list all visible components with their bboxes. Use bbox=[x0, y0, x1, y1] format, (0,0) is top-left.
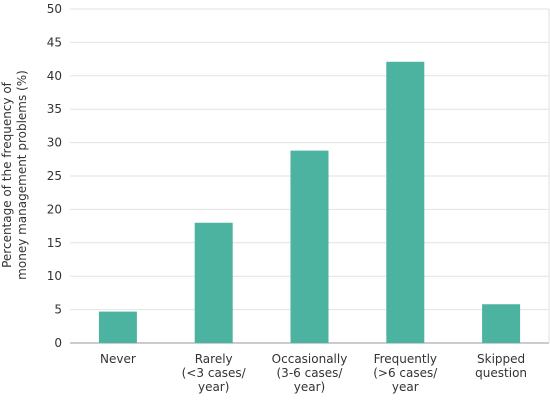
x-category-label: Occasionally bbox=[272, 352, 348, 366]
y-tick-label: 40 bbox=[47, 69, 62, 83]
y-tick-label: 10 bbox=[47, 269, 62, 283]
bar bbox=[386, 61, 425, 343]
y-tick-label: 5 bbox=[54, 303, 62, 317]
x-category-label: Skipped bbox=[477, 352, 525, 366]
bar bbox=[98, 311, 137, 343]
x-category-label: Frequently bbox=[374, 352, 437, 366]
y-tick-label: 50 bbox=[47, 2, 62, 16]
y-axis-title-line-1: Percentage of the frequency of bbox=[0, 81, 14, 268]
y-tick-labels: 0 5 10 15 20 25 30 35 40 45 50 bbox=[47, 2, 62, 350]
bar bbox=[290, 150, 329, 343]
x-category-label: (>6 cases/ bbox=[373, 366, 438, 380]
y-tick-label: 45 bbox=[47, 35, 62, 49]
y-tick-label: 25 bbox=[47, 169, 62, 183]
y-tick-label: 35 bbox=[47, 102, 62, 116]
category-labels: Never Rarely(<3 cases/year) Occasionally(3… bbox=[100, 352, 527, 394]
bar bbox=[482, 304, 521, 343]
bar bbox=[194, 222, 233, 343]
x-category-label: Never bbox=[100, 352, 136, 366]
y-tick-label: 15 bbox=[47, 236, 62, 250]
x-category-label: year) bbox=[198, 380, 229, 394]
y-tick-label: 0 bbox=[54, 336, 62, 350]
x-category-label: Rarely bbox=[195, 352, 233, 366]
bars bbox=[98, 61, 521, 343]
y-tick-label: 30 bbox=[47, 136, 62, 150]
x-category-label: year) bbox=[294, 380, 325, 394]
y-axis-title-line-2: money management problems (%) bbox=[15, 70, 29, 280]
x-category-label: (3-6 cases/ bbox=[277, 366, 344, 380]
x-category-label: year bbox=[392, 380, 419, 394]
x-category-label: (<3 cases/ bbox=[182, 366, 247, 380]
x-category-label: question bbox=[475, 366, 527, 380]
y-tick-label: 20 bbox=[47, 202, 62, 216]
